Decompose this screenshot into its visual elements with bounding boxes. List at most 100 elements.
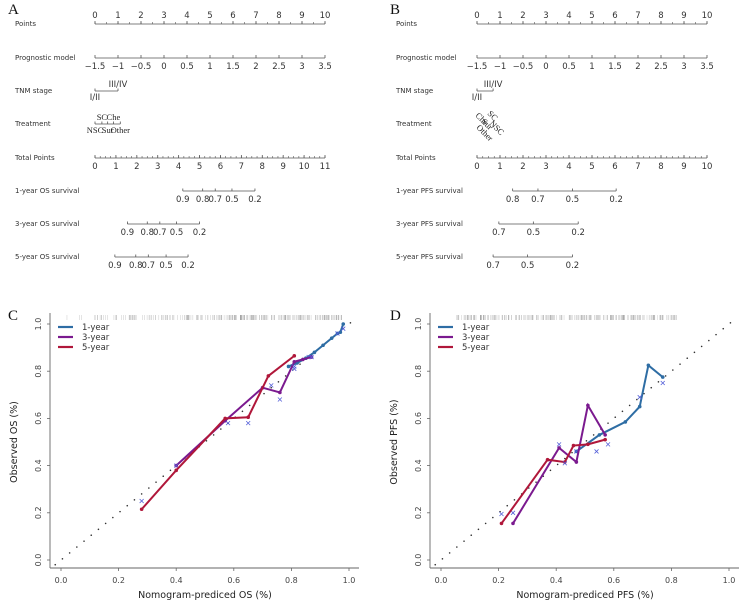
x-tick-label: 0.6 — [227, 576, 240, 585]
x-marker-stroke — [605, 442, 611, 447]
tick-label: 2 — [520, 162, 525, 172]
tick-label: 0 — [92, 162, 97, 172]
tick-label: 1 — [207, 62, 212, 72]
tick-label: −0.5 — [131, 62, 152, 72]
tick-label: 3 — [543, 162, 548, 172]
series-point — [499, 521, 504, 526]
reference-dot — [456, 546, 458, 548]
calibration-panel-d: D 0.0 0.2 0.4 0.6 0.8 1.0 0.0 0.2 0.4 0.6 0.8 1.0 Nom… — [389, 308, 739, 601]
nomogram-row: Points 0 1 2 3 4 5 6 7 8 9 10 — [396, 11, 712, 28]
reference-dot — [270, 386, 273, 389]
reference-dot — [585, 440, 588, 442]
series-point — [571, 443, 576, 448]
survival-label: 0.7 — [492, 228, 506, 238]
y-tick-label: 0.4 — [414, 459, 423, 472]
series-point — [292, 354, 297, 358]
tick-label: 9 — [681, 162, 686, 172]
tick-label: 5 — [207, 11, 212, 21]
reference-dot — [119, 510, 121, 513]
reference-dot — [299, 363, 301, 365]
y-tick-label: 0.6 — [414, 412, 423, 425]
row-label: 1-year OS survival — [15, 187, 79, 195]
x-marker — [245, 420, 251, 426]
tick-label: 3.5 — [700, 62, 714, 72]
x-tick-label: 0.2 — [492, 576, 505, 585]
y-tick-label: 0.4 — [34, 459, 43, 472]
x-marker-stroke — [660, 380, 666, 386]
reference-dot — [148, 487, 150, 489]
tick-label: 1 — [589, 62, 594, 72]
series-point — [637, 404, 642, 409]
tick-label: 8 — [658, 162, 663, 172]
survival-label: 0.9 — [108, 261, 122, 271]
reference-dot — [448, 552, 451, 554]
series-point — [286, 364, 291, 369]
survival-label: 0.5 — [225, 195, 239, 205]
tick-label: −1.5 — [467, 62, 488, 72]
category-label: Sur — [102, 125, 114, 135]
x-marker — [562, 460, 568, 466]
survival-label: 0.7 — [142, 261, 156, 271]
nomogram-row: 3-year PFS survival 0.7 0.5 0.2 — [396, 220, 585, 238]
series-point — [603, 433, 607, 437]
x-marker-stroke — [277, 397, 283, 402]
reference-dot — [349, 322, 352, 324]
x-tick-label: 0.6 — [607, 576, 620, 585]
nomogram-row: Prognostic model −1.5 −1 −0.5 0 0.5 1 1.5 2 2.5 3 3… — [15, 54, 332, 72]
survival-label: 0.5 — [527, 228, 541, 238]
tick-label: 5 — [589, 11, 594, 21]
category-label: III/IV — [109, 80, 128, 90]
series-point — [278, 390, 282, 395]
tick-label: 8 — [276, 11, 281, 21]
reference-dot — [54, 563, 57, 566]
tick-label: 0.5 — [562, 62, 576, 72]
tick-label: 0 — [474, 162, 479, 172]
reference-dot — [729, 322, 732, 324]
tick-label: 10 — [299, 162, 310, 172]
x-marker-stroke — [245, 420, 251, 426]
survival-label: 0.2 — [566, 261, 580, 271]
reference-dot — [664, 375, 667, 377]
tick-label: 1 — [497, 162, 502, 172]
reference-dot — [513, 499, 516, 501]
x-marker — [139, 498, 144, 504]
reference-dot — [679, 363, 681, 365]
series-point — [597, 433, 602, 437]
reference-dot — [556, 463, 559, 466]
row-label: Treatment — [395, 120, 432, 128]
y-tick-label: 0.6 — [34, 412, 43, 425]
reference-dot — [708, 339, 710, 342]
y-tick-label: 0.2 — [34, 506, 43, 519]
tick-label: 1 — [497, 11, 502, 21]
legend-label: 5-year — [82, 343, 110, 353]
calibration-panel-c: C 0.0 0.2 0.4 0.6 0.8 1.0 0.0 0.2 0.4 0.6 0.8 1.0 Nom… — [8, 308, 359, 601]
reference-dot — [700, 345, 703, 348]
panel-label: D — [390, 308, 401, 324]
reference-dot — [571, 451, 573, 454]
series-point — [511, 521, 515, 526]
survival-label: 0.8 — [506, 195, 520, 205]
reference-dot — [592, 434, 595, 436]
panel-label: C — [8, 308, 18, 324]
tick-label: 4 — [566, 11, 571, 21]
reference-dot — [463, 540, 465, 542]
nomogram-row: 3-year OS survival 0.9 0.8 0.7 0.5 0.2 — [15, 220, 206, 238]
row-label: Total Points — [395, 154, 436, 162]
survival-label: 0.7 — [153, 228, 167, 238]
series-point — [660, 375, 665, 379]
x-marker-stroke — [499, 511, 504, 517]
x-marker — [660, 380, 666, 386]
series-point — [266, 374, 271, 378]
y-tick-label: 1.0 — [34, 318, 43, 331]
reference-dot — [614, 416, 617, 419]
x-marker-stroke — [510, 510, 516, 516]
x-tick-label: 0.8 — [285, 576, 298, 585]
reference-dot — [628, 404, 631, 407]
tick-label: 6 — [218, 162, 223, 172]
tick-label: 4 — [566, 162, 571, 172]
series-point — [223, 416, 227, 421]
reference-dot — [492, 516, 494, 519]
tick-label: 6 — [230, 11, 235, 21]
nomogram-row: Total Points 0 1 2 3 4 5 6 7 8 9 10 11 — [14, 154, 330, 172]
